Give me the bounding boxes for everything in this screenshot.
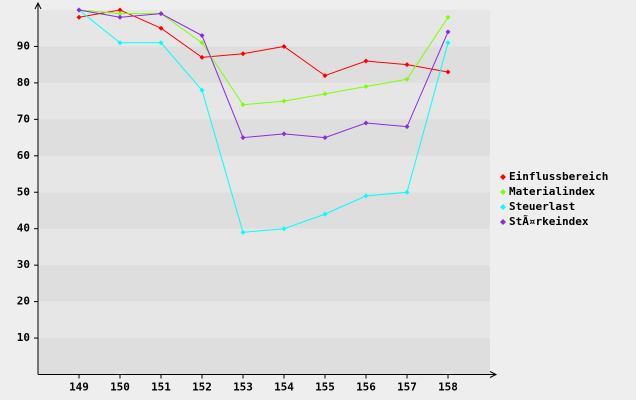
data-point [322,73,328,79]
data-point [76,7,82,13]
data-point [281,131,287,137]
grid-band [38,46,490,83]
y-axis-arrow [34,1,42,10]
legend-marker [500,189,506,195]
y-tick-label: 60 [17,149,30,162]
legend-label: Materialindex [509,185,595,198]
data-point [240,102,246,108]
legend-label: Steuerlast [509,200,575,213]
series-line [78,9,449,77]
data-point [322,211,328,217]
grid-band [38,338,490,375]
y-tick-label: 90 [17,39,30,52]
data-point [117,40,123,46]
data-point [199,87,205,93]
grid-band [38,119,490,156]
x-tick-label: 151 [151,381,171,394]
grid-band [38,228,490,266]
data-point [117,14,123,20]
data-point [158,25,164,31]
x-tick-label: 152 [192,381,212,394]
grid-band [38,155,490,193]
legend-marker [500,219,506,225]
x-tick-label: 150 [110,381,130,394]
x-tick-label: 154 [274,381,294,394]
data-point [404,124,410,130]
y-tick-label: 20 [17,295,30,308]
data-point [158,40,164,46]
legend-label: Einflussbereich [509,170,608,183]
data-point [281,226,287,232]
y-tick-label: 80 [17,76,30,89]
y-tick-label: 50 [17,185,30,198]
series-line [78,9,449,233]
series-line [78,9,449,106]
legend-marker [500,204,506,210]
grid-band [38,10,490,47]
y-tick-label: 40 [17,222,30,235]
data-point [363,58,369,64]
data-point [404,62,410,68]
data-point [363,84,369,90]
data-point [240,229,246,235]
x-tick-label: 153 [233,381,253,394]
data-point [240,135,246,141]
y-tick-label: 10 [17,331,30,344]
series-line [78,9,449,139]
data-point [322,135,328,141]
x-tick-label: 158 [438,381,458,394]
data-point [199,33,205,39]
data-point [281,98,287,104]
data-point [240,51,246,57]
data-point [445,69,451,75]
legend-label: StÃ¤rkeindex [509,215,589,228]
x-tick-label: 156 [356,381,376,394]
data-point [117,7,123,13]
data-point [445,29,451,35]
data-point [281,43,287,49]
grid-band [38,301,490,339]
data-point [158,11,164,17]
data-point [363,193,369,199]
data-point [404,189,410,195]
data-point [76,14,82,20]
data-point [445,14,451,20]
data-point [445,40,451,46]
legend-marker [500,174,506,180]
data-point [117,11,123,17]
data-point [199,40,205,46]
data-point [404,76,410,82]
grid-band [38,192,490,229]
y-tick-label: 30 [17,258,30,271]
x-tick-label: 149 [69,381,89,394]
data-point [363,120,369,126]
grid-band [38,265,490,302]
y-tick-label: 70 [17,112,30,125]
grid-band [38,82,490,120]
data-point [322,91,328,97]
x-tick-label: 155 [315,381,335,394]
data-point [199,54,205,60]
x-tick-label: 157 [397,381,417,394]
x-axis-arrow [489,371,498,378]
